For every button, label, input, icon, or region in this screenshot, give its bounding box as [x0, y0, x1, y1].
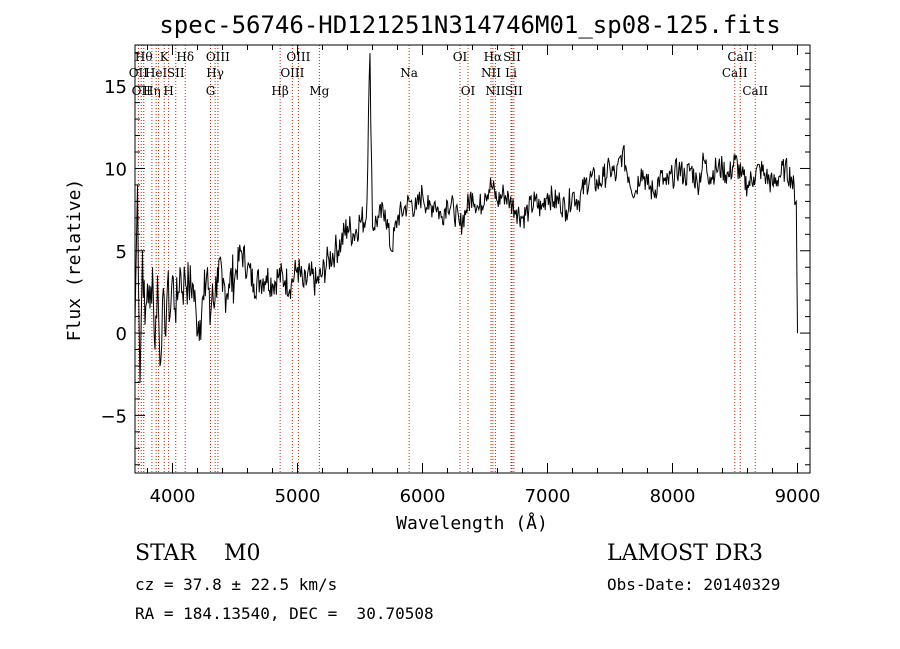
line-mark-label-11: Hγ — [206, 66, 224, 80]
y-tick-label: 5 — [116, 242, 127, 263]
line-mark-label-21: Hα — [484, 50, 503, 64]
line-mark-label-6: K — [160, 50, 170, 64]
chart-title: spec-56746-HD121251N314746M01_sp08-125.f… — [159, 11, 780, 39]
y-tick-label: 0 — [116, 324, 127, 345]
y-tick-label: −5 — [100, 406, 127, 427]
line-mark-label-9: Hδ — [176, 50, 194, 64]
object-class: STAR M0 — [135, 541, 261, 566]
line-mark-label-20: NII — [481, 66, 501, 80]
line-marks-layer: OIIOIIHθHηHeIKHSIIHδGHγOIIIHβOIIIOIIIMgN… — [129, 45, 768, 473]
line-mark-label-15: OIII — [286, 50, 310, 64]
coordinates: RA = 184.13540, DEC = 30.70508 — [135, 604, 434, 623]
y-tick-label: 15 — [104, 77, 127, 98]
line-mark-label-26: CaII — [722, 66, 748, 80]
line-mark-label-3: Hη — [143, 84, 161, 98]
y-axis-label: Flux (relative) — [64, 179, 85, 342]
line-mark-label-16: Mg — [309, 84, 329, 98]
x-tick-label: 7000 — [525, 486, 571, 507]
line-mark-label-10: G — [206, 84, 216, 98]
x-tick-label: 5000 — [275, 486, 321, 507]
line-mark-label-27: CaII — [727, 50, 753, 64]
line-mark-label-7: H — [163, 84, 173, 98]
line-mark-label-24: SII — [503, 50, 521, 64]
x-tick-label: 8000 — [650, 486, 696, 507]
x-tick-label: 6000 — [400, 486, 446, 507]
x-axis-label: Wavelength (Å) — [396, 512, 548, 534]
plot-frame — [134, 44, 811, 474]
survey-name: LAMOST DR3 — [607, 541, 763, 566]
observation-date: Obs-Date: 20140329 — [607, 575, 781, 594]
x-tick-label: 9000 — [775, 486, 821, 507]
line-mark-label-28: CaII — [742, 84, 768, 98]
line-mark-label-2: Hθ — [135, 50, 153, 64]
line-mark-label-4: HeI — [145, 66, 168, 80]
y-tick-label: 10 — [104, 159, 127, 180]
line-mark-label-22: NII — [485, 84, 505, 98]
y-axis: −5 0 5 10 15 — [100, 52, 810, 466]
line-mark-label-23: Li — [505, 66, 517, 80]
x-tick-label: 4000 — [150, 486, 196, 507]
line-mark-label-18: OI — [453, 50, 468, 64]
line-mark-label-17: Na — [400, 66, 418, 80]
line-mark-label-1: OII — [132, 84, 152, 98]
spectrum-series-line — [134, 53, 798, 383]
redshift-velocity: cz = 37.8 ± 22.5 km/s — [135, 575, 338, 594]
line-mark-label-19: OI — [461, 84, 476, 98]
line-mark-label-8: SII — [167, 66, 185, 80]
line-mark-label-14: OIII — [280, 66, 304, 80]
x-axis: 4000 5000 6000 7000 8000 9000 — [147, 45, 821, 507]
line-mark-label-25: SII — [505, 84, 523, 98]
line-mark-label-12: OIII — [206, 50, 230, 64]
line-mark-label-13: Hβ — [271, 84, 288, 98]
